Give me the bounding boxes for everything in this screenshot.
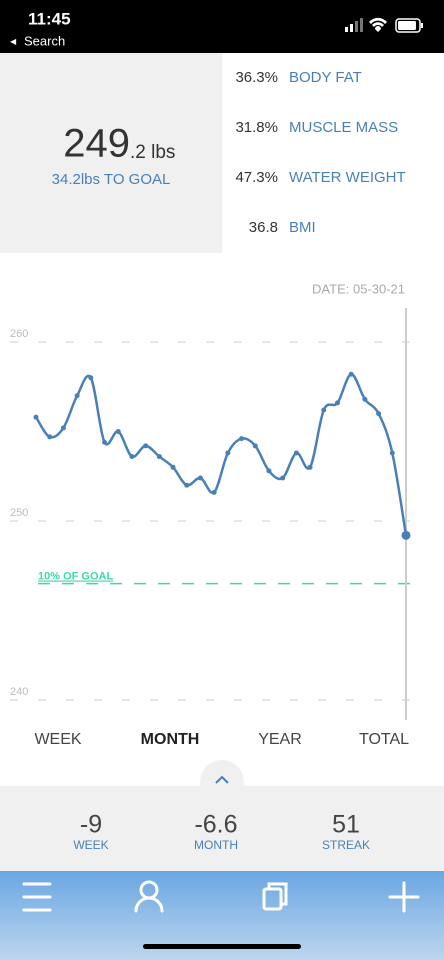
stat-value: 36.3% bbox=[235, 69, 278, 86]
goal-label: 10% OF GOAL bbox=[38, 571, 113, 583]
menu-icon[interactable] bbox=[22, 882, 52, 912]
stat-label: BMI bbox=[289, 219, 316, 236]
back-arrow: ◀ bbox=[10, 37, 17, 46]
status-icons bbox=[345, 17, 423, 33]
data-point bbox=[266, 468, 272, 474]
status-bar bbox=[0, 0, 444, 53]
date-label: DATE: 05-30-21 bbox=[312, 281, 405, 296]
weight-unit: .2 lbs bbox=[130, 142, 175, 163]
chevron-up bbox=[215, 775, 229, 784]
data-point bbox=[376, 411, 382, 417]
data-point bbox=[47, 434, 53, 440]
data-point bbox=[88, 375, 94, 381]
total-value: -9 bbox=[80, 811, 102, 839]
add-icon[interactable] bbox=[388, 881, 420, 913]
range-tab[interactable]: YEAR bbox=[258, 731, 302, 748]
data-point bbox=[252, 443, 258, 449]
total-label: WEEK bbox=[73, 838, 108, 852]
stat-label: WATER WEIGHT bbox=[289, 169, 406, 186]
data-point bbox=[334, 400, 340, 406]
data-point bbox=[102, 439, 108, 445]
y-tick-label: 260 bbox=[10, 328, 28, 340]
to-goal: 34.2lbs TO GOAL bbox=[52, 171, 171, 188]
data-point bbox=[401, 530, 411, 540]
data-point bbox=[60, 425, 66, 431]
data-point bbox=[293, 450, 299, 456]
time: 11:45 bbox=[28, 9, 71, 28]
weight-line bbox=[34, 372, 408, 536]
y-tick-label: 250 bbox=[10, 507, 28, 519]
data-point bbox=[321, 407, 327, 413]
data-point bbox=[197, 475, 203, 481]
data-point bbox=[362, 396, 368, 402]
stat-value: 47.3% bbox=[235, 169, 278, 186]
data-point bbox=[143, 443, 149, 449]
total-label: MONTH bbox=[194, 838, 238, 852]
data-point bbox=[389, 450, 395, 456]
stat-label: MUSCLE MASS bbox=[289, 119, 398, 136]
range-tab[interactable]: MONTH bbox=[141, 731, 200, 748]
data-point bbox=[225, 450, 231, 456]
total-label: STREAK bbox=[322, 838, 370, 852]
data-point bbox=[280, 475, 286, 481]
data-point bbox=[239, 436, 245, 442]
data-point bbox=[156, 454, 162, 460]
data-point bbox=[129, 454, 135, 460]
stat-value: 36.8 bbox=[249, 219, 278, 236]
stat-label: BODY FAT bbox=[289, 69, 362, 86]
back-link[interactable]: Search bbox=[24, 33, 65, 48]
data-point bbox=[33, 414, 39, 420]
range-tab[interactable]: TOTAL bbox=[359, 731, 409, 748]
totals-panel bbox=[0, 786, 444, 871]
data-point bbox=[307, 464, 313, 470]
stat-value: 31.8% bbox=[235, 119, 278, 136]
total-value: 51 bbox=[332, 811, 360, 839]
weight: 249 bbox=[63, 122, 130, 166]
data-point bbox=[74, 393, 80, 399]
total-value: -6.6 bbox=[194, 811, 237, 839]
data-point bbox=[348, 371, 354, 377]
weight-panel bbox=[0, 53, 222, 253]
range-tab[interactable]: WEEK bbox=[34, 731, 81, 748]
data-point bbox=[184, 482, 190, 488]
profile-icon[interactable] bbox=[134, 880, 164, 913]
data-point bbox=[211, 489, 217, 495]
copy-icon[interactable] bbox=[262, 882, 288, 911]
home-indicator bbox=[143, 944, 301, 949]
y-tick-label: 240 bbox=[10, 686, 28, 698]
data-point bbox=[115, 429, 121, 434]
data-point bbox=[170, 464, 176, 470]
